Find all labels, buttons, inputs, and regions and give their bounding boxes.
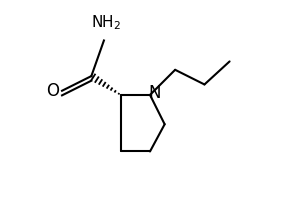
Text: NH$_2$: NH$_2$ <box>91 13 121 32</box>
Text: O: O <box>46 82 59 100</box>
Text: N: N <box>148 84 161 102</box>
